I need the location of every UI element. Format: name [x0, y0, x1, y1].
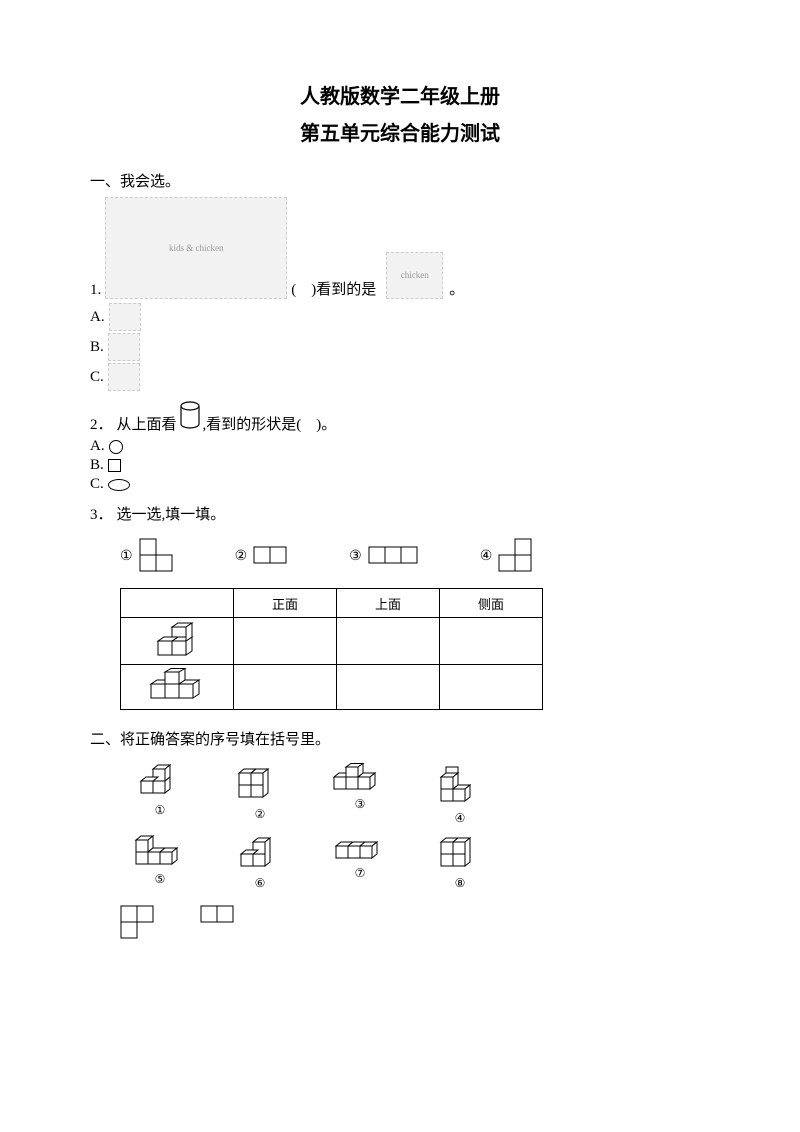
cell-blank	[234, 665, 337, 710]
solid-2: ②	[220, 763, 300, 826]
q1-number: 1.	[90, 282, 101, 299]
solid-6: ⑥	[220, 832, 300, 891]
q2-a-label: A.	[90, 438, 105, 455]
solid-8: ⑧	[420, 832, 500, 891]
square-icon	[108, 459, 121, 472]
q3-shape-options: ① ② ③ ④	[120, 538, 710, 574]
cube-icon	[332, 832, 388, 862]
view-shape-2-icon	[200, 905, 238, 925]
kids-chicken-scene-icon: kids & chicken	[105, 197, 287, 299]
cube-icon	[235, 832, 285, 872]
table-row	[121, 618, 543, 665]
cell-blank	[337, 665, 440, 710]
q3-number: 3．	[90, 503, 113, 524]
cube-icon	[435, 832, 485, 872]
cube-icon	[435, 763, 485, 807]
shape-option-3: ③	[349, 546, 420, 566]
q3-text: 选一选,填一填。	[117, 503, 226, 524]
option-c-label: C.	[90, 369, 104, 386]
q1-mid-text: ( )看到的是	[291, 278, 376, 299]
l-shape-4-icon	[498, 538, 534, 574]
child-head-c-icon	[108, 363, 140, 391]
cube-icon	[233, 763, 287, 803]
label-4: ④	[480, 548, 493, 565]
q2-option-b: B.	[90, 457, 710, 474]
q2-b-label: B.	[90, 457, 104, 474]
solid-3: ③	[320, 763, 400, 826]
q2-c-label: C.	[90, 476, 104, 493]
q2-option-c: C.	[90, 476, 710, 493]
q2-pre: 从上面看	[117, 413, 177, 434]
header-front: 正面	[234, 589, 337, 618]
solid-8-label: ⑧	[420, 876, 500, 891]
child-head-a-icon	[109, 303, 141, 331]
solid-4-label: ④	[420, 811, 500, 826]
q2-post: ,看到的形状是( )。	[203, 413, 337, 434]
solid-5: ⑤	[120, 832, 200, 891]
section2-views-row	[120, 905, 710, 941]
header-blank	[121, 589, 234, 618]
q3-row: 3． 选一选,填一填。	[90, 503, 710, 524]
label-3: ③	[349, 548, 362, 565]
shape-option-4: ④	[480, 538, 535, 574]
table-row	[121, 665, 543, 710]
cube-icon	[330, 763, 390, 793]
q1-tail: 。	[449, 278, 464, 299]
cube-icon	[135, 763, 185, 799]
solid-4: ④	[420, 763, 500, 826]
shape-option-2: ②	[235, 546, 290, 566]
row1-solid	[121, 618, 234, 665]
ellipse-icon	[108, 479, 130, 491]
solid-3-label: ③	[320, 797, 400, 812]
cell-blank	[337, 618, 440, 665]
header-top: 上面	[337, 589, 440, 618]
solid-7-label: ⑦	[320, 866, 400, 881]
header-side: 侧面	[440, 589, 543, 618]
q2-option-a: A.	[90, 438, 710, 455]
cylinder-icon	[179, 401, 201, 434]
q1-option-c: C.	[90, 363, 710, 391]
child-head-b-icon	[108, 333, 140, 361]
circle-icon	[109, 440, 123, 454]
cell-blank	[440, 618, 543, 665]
q1-option-b: B.	[90, 333, 710, 361]
chicken-side-icon: chicken	[386, 252, 443, 299]
cell-blank	[234, 618, 337, 665]
table-header-row: 正面 上面 侧面	[121, 589, 543, 618]
label-2: ②	[235, 548, 248, 565]
cube-solid-b-icon	[145, 668, 209, 702]
solid-6-label: ⑥	[220, 876, 300, 891]
solid-5-label: ⑤	[120, 872, 200, 887]
doc-subtitle: 第五单元综合能力测试	[90, 117, 710, 146]
q2-number: 2．	[90, 413, 113, 434]
section2-solids-grid: ① ② ③ ④ ⑤ ⑥ ⑦ ⑧	[120, 763, 710, 891]
row2-shape-icon	[253, 546, 289, 566]
view-shape-1-icon	[120, 905, 172, 941]
solid-7: ⑦	[320, 832, 400, 891]
cell-blank	[440, 665, 543, 710]
q2-row: 2． 从上面看 ,看到的形状是( )。	[90, 401, 710, 434]
q3-table: 正面 上面 侧面	[120, 588, 543, 710]
label-1: ①	[120, 548, 133, 565]
section-2-heading: 二、将正确答案的序号填在括号里。	[90, 728, 710, 749]
row3-shape-icon	[368, 546, 420, 566]
q1-option-a: A.	[90, 303, 710, 331]
section-1-heading: 一、我会选。	[90, 170, 710, 191]
solid-2-label: ②	[220, 807, 300, 822]
page-root: 人教版数学二年级上册 第五单元综合能力测试 一、我会选。 1. kids & c…	[0, 0, 800, 981]
cube-icon	[132, 832, 188, 868]
shape-option-1: ①	[120, 538, 175, 574]
cube-solid-a-icon	[150, 619, 204, 659]
solid-1-label: ①	[120, 803, 200, 818]
doc-title: 人教版数学二年级上册	[90, 80, 710, 109]
solid-1: ①	[120, 763, 200, 826]
q1-row: 1. kids & chicken ( )看到的是 chicken 。	[90, 197, 710, 299]
row2-solid	[121, 665, 234, 710]
option-a-label: A.	[90, 309, 105, 326]
option-b-label: B.	[90, 339, 104, 356]
l-shape-1-icon	[139, 538, 175, 574]
